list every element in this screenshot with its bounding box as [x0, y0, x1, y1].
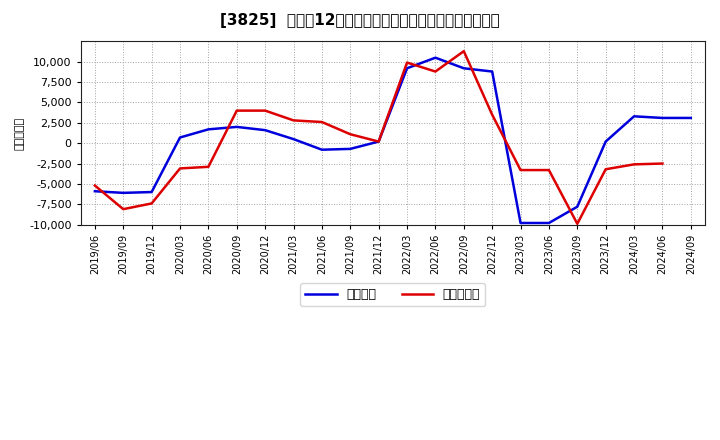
当期純利益: [318, 119, 326, 125]
Y-axis label: （百万円）: （百万円）: [15, 117, 25, 150]
当期純利益: [233, 108, 241, 113]
当期純利益: [289, 118, 298, 123]
経常利益: [261, 128, 269, 133]
経常利益: [119, 190, 127, 195]
経常利益: [346, 146, 355, 151]
経常利益: [402, 66, 411, 71]
経常利益: [374, 139, 383, 144]
Legend: 経常利益, 当期純利益: 経常利益, 当期純利益: [300, 283, 485, 306]
当期純利益: [91, 183, 99, 188]
当期純利益: [516, 168, 525, 173]
当期純利益: [459, 48, 468, 54]
経常利益: [544, 220, 553, 226]
経常利益: [488, 69, 497, 74]
経常利益: [91, 189, 99, 194]
当期純利益: [374, 139, 383, 144]
Line: 当期純利益: 当期純利益: [95, 51, 662, 224]
経常利益: [431, 55, 440, 60]
当期純利益: [119, 206, 127, 212]
経常利益: [686, 115, 695, 121]
経常利益: [176, 135, 184, 140]
Line: 経常利益: 経常利益: [95, 58, 690, 223]
経常利益: [233, 124, 241, 129]
当期純利益: [573, 221, 582, 227]
当期純利益: [402, 60, 411, 65]
当期純利益: [544, 168, 553, 173]
経常利益: [204, 127, 212, 132]
経常利益: [658, 115, 667, 121]
経常利益: [601, 139, 610, 144]
経常利益: [148, 189, 156, 194]
当期純利益: [176, 166, 184, 171]
当期純利益: [488, 112, 497, 117]
経常利益: [630, 114, 639, 119]
当期純利益: [204, 164, 212, 169]
経常利益: [516, 220, 525, 226]
経常利益: [318, 147, 326, 152]
当期純利益: [601, 167, 610, 172]
経常利益: [459, 66, 468, 71]
当期純利益: [148, 201, 156, 206]
当期純利益: [431, 69, 440, 74]
経常利益: [289, 136, 298, 142]
Text: [3825]  利益だ12か月移動合計の対前年同期増減額の推移: [3825] 利益だ12か月移動合計の対前年同期増減額の推移: [220, 13, 500, 28]
当期純利益: [261, 108, 269, 113]
当期純利益: [630, 162, 639, 167]
当期純利益: [346, 132, 355, 137]
当期純利益: [658, 161, 667, 166]
経常利益: [573, 204, 582, 209]
